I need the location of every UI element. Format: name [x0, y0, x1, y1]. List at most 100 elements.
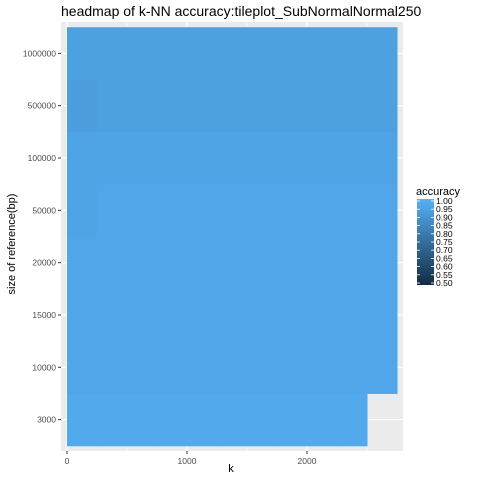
x-axis: 0 1000 2000 [65, 451, 317, 466]
heatmap-tile [277, 236, 308, 290]
heatmap-tile [217, 184, 248, 237]
heatmap-tile [127, 393, 158, 447]
heatmap-tile [67, 79, 98, 133]
x-tick-label: 0 [65, 456, 70, 466]
heatmap-tile [217, 131, 248, 185]
heatmap-tile [277, 79, 308, 133]
heatmap-tile [97, 341, 128, 394]
heatmap-tile [97, 393, 128, 447]
legend-break-label: 0.90 [436, 212, 453, 222]
legend-break-label: 1.00 [436, 196, 453, 206]
heatmap-tile [187, 79, 218, 133]
heatmap-tile [187, 131, 218, 185]
heatmap-tiles [67, 27, 398, 447]
y-axis: 3000 10000 15000 20000 50000 100000 500000 1000… [23, 48, 61, 425]
legend-break-label: 0.60 [436, 262, 453, 272]
heatmap-tile [187, 184, 218, 237]
y-tick-label: 10000 [32, 362, 56, 372]
y-tick-label: 1000000 [23, 48, 56, 58]
heatmap-tile [307, 236, 338, 290]
heatmap-tile [367, 236, 398, 290]
y-tick-label: 15000 [32, 310, 56, 320]
heatmap-tile [367, 288, 398, 342]
heatmap-tile [217, 393, 248, 447]
heatmap-tile [217, 79, 248, 133]
heatmap-tile [307, 79, 338, 133]
heatmap-tile [67, 393, 98, 447]
heatmap-tile [277, 288, 308, 342]
heatmap-tile [277, 27, 308, 81]
heatmap-tile [247, 79, 278, 133]
heatmap-tile [307, 184, 338, 237]
heatmap-tile [127, 288, 158, 342]
heatmap-tile [247, 184, 278, 237]
heatmap-tile [97, 27, 128, 81]
heatmap-tile [277, 341, 308, 394]
heatmap-tile [277, 184, 308, 237]
heatmap-tile [337, 79, 368, 133]
heatmap-tile [157, 393, 188, 447]
heatmap-tile [217, 27, 248, 81]
heatmap-tile [187, 341, 218, 394]
chart-title: headmap of k-NN accuracy:tileplot_SubNor… [61, 3, 421, 19]
y-tick-label: 20000 [32, 258, 56, 268]
legend-break-label: 0.80 [436, 229, 453, 239]
heatmap-tile [247, 236, 278, 290]
heatmap-tile [97, 131, 128, 185]
heatmap-tile [337, 131, 368, 185]
heatmap-tile [127, 131, 158, 185]
y-tick-label: 100000 [28, 153, 57, 163]
x-axis-label: k [228, 463, 234, 475]
heatmap-tile [127, 184, 158, 237]
legend-break-label: 0.70 [436, 245, 453, 255]
heatmap-tile [127, 341, 158, 394]
y-tick-label: 3000 [37, 415, 56, 425]
legend-ticks: 1.000.950.900.850.800.750.700.650.600.55… [417, 196, 453, 288]
heatmap-tile [67, 288, 98, 342]
heatmap-tile [67, 341, 98, 394]
heatmap-tile [67, 27, 98, 81]
heatmap-tile [127, 27, 158, 81]
heatmap-tile [187, 288, 218, 342]
heatmap-tile [247, 27, 278, 81]
heatmap-tile [307, 27, 338, 81]
legend-break-label: 0.75 [436, 237, 453, 247]
heatmap-tile [217, 341, 248, 394]
heatmap-tile [97, 236, 128, 290]
x-tick-label: 2000 [298, 456, 317, 466]
heatmap-tile [187, 27, 218, 81]
legend-break-label: 0.85 [436, 221, 453, 231]
heatmap-tile [157, 288, 188, 342]
heatmap-tile [67, 184, 98, 237]
heatmap-tile [247, 131, 278, 185]
legend-break-label: 0.55 [436, 270, 453, 280]
heatmap-tile [157, 131, 188, 185]
legend-break-label: 0.65 [436, 253, 453, 263]
heatmap-tile [337, 236, 368, 290]
heatmap-tile [307, 131, 338, 185]
y-axis-label: size of reference(bp) [6, 194, 18, 295]
heatmap-tile [277, 131, 308, 185]
heatmap-tile [127, 79, 158, 133]
heatmap-tile [367, 131, 398, 185]
legend-title: accuracy [416, 186, 461, 198]
heatmap-tile [307, 341, 338, 394]
heatmap-tile [337, 184, 368, 237]
heatmap-tile [337, 341, 368, 394]
heatmap-tile [367, 27, 398, 81]
heatmap-tile [157, 27, 188, 81]
heatmap-tile [247, 288, 278, 342]
x-tick-label: 1000 [178, 456, 197, 466]
heatmap-tile [67, 236, 98, 290]
y-tick-label: 50000 [32, 205, 56, 215]
heatmap-tile [337, 393, 368, 447]
legend-break-label: 0.95 [436, 204, 453, 214]
heatmap-tile [157, 341, 188, 394]
heatmap-tile [157, 79, 188, 133]
heatmap-tile [217, 288, 248, 342]
heatmap-tile [157, 184, 188, 237]
heatmap-tile [367, 184, 398, 237]
heatmap-tile [247, 393, 278, 447]
heatmap-tile [97, 184, 128, 237]
